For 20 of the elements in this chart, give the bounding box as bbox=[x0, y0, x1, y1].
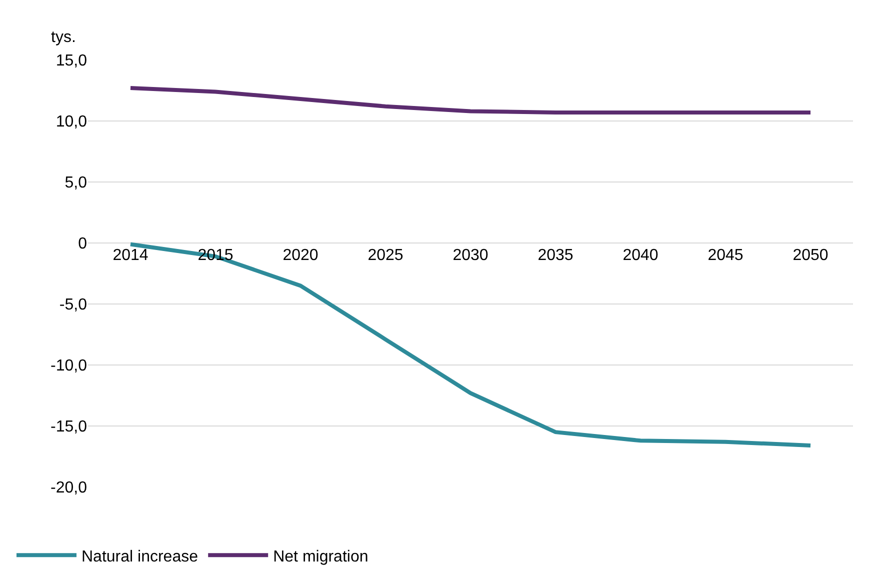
x-tick-label: 2020 bbox=[282, 247, 318, 264]
y-tick-label: -10,0 bbox=[50, 358, 88, 375]
x-tick-label: 2030 bbox=[452, 247, 488, 264]
x-tick-label: 2045 bbox=[708, 247, 744, 264]
y-tick-label: 15,0 bbox=[56, 52, 88, 70]
y-tick-label: -5,0 bbox=[59, 296, 88, 314]
line-series bbox=[128, 86, 812, 114]
y-tick-label: 5,0 bbox=[64, 174, 88, 192]
y-tick-label: 0 bbox=[78, 236, 88, 253]
legend-label: Net migration bbox=[273, 548, 368, 566]
x-tick-label: 2040 bbox=[622, 247, 658, 264]
legend-label: Natural increase bbox=[82, 548, 198, 566]
y-axis-title: tys. bbox=[51, 29, 76, 46]
y-tick-label: -20,0 bbox=[50, 480, 88, 497]
x-tick-label: 2035 bbox=[538, 247, 574, 264]
x-tick-label: 2014 bbox=[112, 247, 148, 264]
x-tick-label: 2050 bbox=[792, 247, 828, 264]
y-tick-label: -15,0 bbox=[50, 418, 88, 436]
x-tick-label: 2025 bbox=[368, 247, 404, 264]
y-tick-label: 10,0 bbox=[56, 114, 88, 131]
